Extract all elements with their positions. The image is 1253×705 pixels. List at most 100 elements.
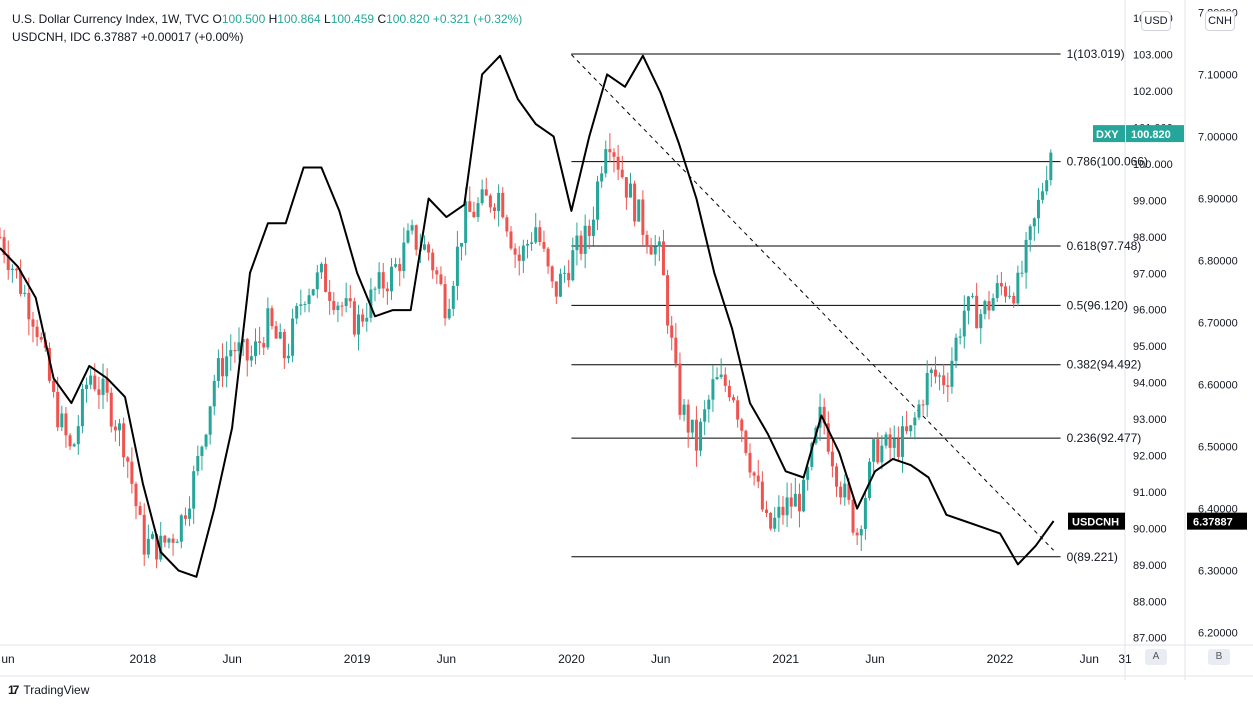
candle-body: [377, 272, 381, 289]
candle-body: [938, 375, 942, 377]
candle-body: [357, 314, 361, 335]
left-axis-tick: 90.000: [1133, 523, 1167, 535]
candle-body: [896, 438, 900, 457]
candle-body: [105, 378, 109, 393]
candle-body: [10, 268, 14, 271]
candle-body: [332, 300, 336, 311]
candle-body: [921, 404, 925, 406]
left-axis-tick: 93.000: [1133, 414, 1167, 426]
candle-body: [913, 417, 917, 426]
candle-body: [571, 250, 575, 281]
candle-body: [373, 288, 377, 290]
candle-body: [126, 457, 130, 462]
candle-body: [554, 281, 558, 297]
candle-body: [826, 423, 830, 452]
candle-body: [493, 207, 497, 212]
candle-body: [468, 201, 472, 212]
time-axis-tick: 2018: [130, 652, 157, 666]
fib-level-label: 0.786(100.066): [1067, 155, 1148, 169]
tradingview-icon: 17: [8, 683, 19, 697]
candle-body: [155, 534, 159, 560]
candle-body: [253, 341, 257, 357]
cnh-title: USDCNH, IDC: [12, 30, 91, 44]
candle-body: [880, 445, 884, 463]
candle-body: [1041, 191, 1045, 200]
right-axis-tick: 6.60000: [1198, 380, 1238, 392]
candle-body: [233, 350, 237, 352]
candle-body: [591, 219, 595, 237]
candle-body: [550, 266, 554, 282]
left-axis-tick: 103.000: [1133, 50, 1173, 62]
candle-body: [464, 201, 468, 244]
time-axis-tick: Jun: [1080, 652, 1099, 666]
candle-body: [76, 426, 80, 445]
candle-body: [579, 235, 583, 254]
candle-body: [439, 274, 443, 285]
candle-body: [715, 377, 719, 380]
candle-body: [843, 483, 847, 498]
candle-body: [23, 292, 27, 294]
left-axis-tick: 98.000: [1133, 232, 1167, 244]
candle-body: [868, 461, 872, 499]
candle-body: [958, 336, 962, 338]
right-axis-tick: 7.10000: [1198, 69, 1238, 81]
candle-body: [406, 230, 410, 243]
candle-body: [929, 369, 933, 373]
left-axis-tick: 88.000: [1133, 596, 1167, 608]
candle-body: [847, 483, 851, 500]
candle-body: [575, 235, 579, 251]
candle-body: [1028, 226, 1032, 240]
candle-body: [68, 435, 72, 447]
log-scale-button[interactable]: B: [1208, 649, 1230, 665]
dxy-high-value: 100.864: [277, 12, 321, 26]
candle-body: [851, 499, 855, 533]
candle-body: [995, 283, 999, 299]
time-axis-tick: 2022: [987, 652, 1014, 666]
candle-body: [773, 517, 777, 529]
candle-body: [2, 237, 6, 255]
candle-body: [328, 291, 332, 301]
right-axis-title-button[interactable]: CNH: [1205, 11, 1235, 31]
tradingview-name: TradingView: [23, 683, 90, 697]
candle-body: [876, 439, 880, 463]
candle-body: [19, 270, 23, 294]
candle-body: [291, 318, 295, 356]
candle-body: [501, 192, 505, 218]
time-axis-tick: Jun: [865, 652, 884, 666]
candle-body: [270, 308, 274, 327]
candle-body: [216, 358, 220, 381]
candle-body: [138, 506, 142, 515]
candle-body: [394, 264, 398, 267]
candle-body: [546, 248, 550, 267]
fib-level-label: 0(89.221): [1067, 550, 1118, 564]
candle-body: [711, 379, 715, 400]
candle-body: [538, 227, 542, 243]
candle-body: [872, 439, 876, 462]
candle-body: [999, 283, 1003, 287]
candle-body: [480, 189, 484, 204]
candle-body: [1045, 180, 1049, 192]
candle-body: [344, 298, 348, 307]
candle-body: [583, 225, 587, 254]
candle-body: [56, 391, 60, 428]
candle-body: [752, 472, 756, 476]
candle-body: [604, 149, 608, 174]
candle-body: [188, 508, 192, 519]
auto-scale-button[interactable]: A: [1145, 649, 1167, 665]
candle-body: [983, 301, 987, 315]
tradingview-logo[interactable]: 17 TradingView: [8, 683, 89, 697]
dxy-high-label: H: [268, 12, 278, 26]
candle-body: [109, 392, 113, 427]
candle-body: [793, 493, 797, 507]
candle-body: [661, 241, 665, 276]
candle-body: [93, 375, 97, 390]
candle-body: [723, 374, 727, 386]
left-axis-tick: 100.000: [1133, 159, 1173, 171]
left-axis-title-button[interactable]: USD: [1141, 11, 1171, 31]
candle-body: [657, 241, 661, 247]
candle-body: [764, 509, 768, 513]
candle-body: [612, 152, 616, 157]
candle-body: [975, 295, 979, 329]
time-axis-tick: Jun: [437, 652, 456, 666]
